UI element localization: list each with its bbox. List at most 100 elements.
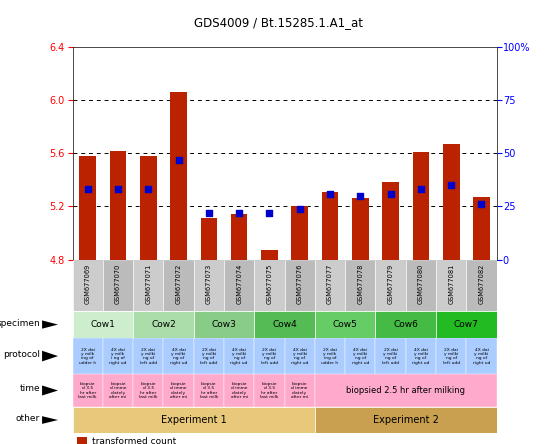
Bar	[133, 374, 163, 407]
Point	[325, 190, 334, 197]
Text: GSM677073: GSM677073	[206, 264, 212, 305]
Text: GDS4009 / Bt.15285.1.A1_at: GDS4009 / Bt.15285.1.A1_at	[195, 16, 363, 28]
Text: GSM677082: GSM677082	[478, 264, 484, 305]
Text: GSM677078: GSM677078	[357, 264, 363, 305]
Point	[416, 186, 425, 193]
Text: GSM677072: GSM677072	[176, 264, 181, 305]
Text: GSM677080: GSM677080	[418, 264, 424, 305]
Point	[265, 209, 274, 216]
Text: 2X dai
y milki
ng of
left udd: 2X dai y milki ng of left udd	[200, 348, 218, 365]
Bar	[473, 197, 490, 260]
Text: Cow4: Cow4	[272, 320, 297, 329]
Text: GSM677077: GSM677077	[327, 264, 333, 305]
Bar	[194, 374, 224, 407]
Text: GSM677074: GSM677074	[236, 264, 242, 305]
Bar	[466, 260, 497, 311]
Bar	[224, 374, 254, 407]
Text: GSM677076: GSM677076	[297, 264, 303, 305]
Text: biopsie
d imme
diately
after mi: biopsie d imme diately after mi	[170, 382, 187, 399]
Bar	[73, 260, 103, 311]
Bar	[254, 260, 285, 311]
Polygon shape	[42, 416, 58, 424]
Text: biopsie
d imme
diately
after mi: biopsie d imme diately after mi	[291, 382, 308, 399]
Point	[477, 201, 486, 208]
Text: Cow3: Cow3	[211, 320, 237, 329]
Text: specimen: specimen	[0, 319, 40, 328]
Text: GSM677081: GSM677081	[448, 264, 454, 305]
Bar	[254, 338, 285, 374]
Bar	[224, 338, 254, 374]
Text: biopsie
d imme
diately
after mi: biopsie d imme diately after mi	[109, 382, 127, 399]
Bar	[163, 374, 194, 407]
Bar	[406, 260, 436, 311]
Text: protocol: protocol	[3, 350, 40, 359]
Bar	[376, 338, 406, 374]
Text: biopsie
d 3.5
hr after
last milk: biopsie d 3.5 hr after last milk	[260, 382, 278, 399]
Bar	[231, 214, 247, 260]
Point	[83, 186, 92, 193]
Bar	[133, 311, 194, 338]
Text: other: other	[16, 414, 40, 423]
Bar	[321, 192, 338, 260]
Bar	[79, 156, 96, 260]
Bar	[345, 338, 376, 374]
Text: Cow5: Cow5	[333, 320, 358, 329]
Text: 2X dai
y milki
ng of
left udd: 2X dai y milki ng of left udd	[442, 348, 460, 365]
Bar	[382, 182, 399, 260]
Bar	[103, 338, 133, 374]
Bar	[133, 260, 163, 311]
Bar	[73, 311, 133, 338]
Bar	[315, 374, 497, 407]
Bar	[194, 260, 224, 311]
Point	[356, 192, 365, 199]
Text: biopsie
d 3.5
hr after
last milk: biopsie d 3.5 hr after last milk	[79, 382, 97, 399]
Text: GSM677075: GSM677075	[266, 264, 272, 305]
Bar	[103, 374, 133, 407]
Text: GSM677079: GSM677079	[388, 264, 393, 305]
Point	[113, 186, 122, 193]
Text: transformed count: transformed count	[92, 437, 176, 444]
Bar	[315, 407, 497, 433]
Bar	[73, 374, 103, 407]
Text: GSM677069: GSM677069	[85, 264, 91, 305]
Text: biopsie
d 3.5
hr after
last milk: biopsie d 3.5 hr after last milk	[200, 382, 218, 399]
Text: 4X dai
y milki
ng of
right ud: 4X dai y milki ng of right ud	[230, 348, 248, 365]
Point	[235, 209, 244, 216]
Bar	[194, 338, 224, 374]
Bar	[103, 260, 133, 311]
Text: Cow1: Cow1	[90, 320, 116, 329]
Point	[144, 186, 153, 193]
Bar	[163, 338, 194, 374]
Bar	[224, 260, 254, 311]
Text: 4X dai
y milk
i ng of
right ud: 4X dai y milk i ng of right ud	[109, 348, 127, 365]
Text: 4X dai
y milki
ng of
right ud: 4X dai y milki ng of right ud	[291, 348, 309, 365]
Text: 2X dai
y milk
ing of
udder h: 2X dai y milk ing of udder h	[79, 348, 96, 365]
Point	[204, 209, 213, 216]
Bar	[73, 338, 103, 374]
Bar	[163, 260, 194, 311]
Bar	[254, 374, 285, 407]
Text: GSM677070: GSM677070	[115, 264, 121, 305]
Polygon shape	[42, 351, 58, 361]
Bar	[466, 338, 497, 374]
Text: 2X dai
y milki
ng of
left udd: 2X dai y milki ng of left udd	[140, 348, 157, 365]
Text: Experiment 1: Experiment 1	[161, 415, 227, 425]
Bar	[436, 311, 497, 338]
Bar	[254, 311, 315, 338]
Text: Experiment 2: Experiment 2	[373, 415, 439, 425]
Bar	[376, 260, 406, 311]
Bar	[194, 311, 254, 338]
Bar	[285, 338, 315, 374]
Bar	[315, 260, 345, 311]
Bar	[352, 198, 369, 260]
Polygon shape	[42, 385, 58, 396]
Bar	[140, 156, 157, 260]
Bar	[73, 407, 315, 433]
Bar	[406, 338, 436, 374]
Point	[174, 156, 183, 163]
Text: Cow6: Cow6	[393, 320, 418, 329]
Text: 4X dai
y milki
ng of
right ud: 4X dai y milki ng of right ud	[352, 348, 369, 365]
Bar	[412, 152, 429, 260]
Point	[386, 190, 395, 197]
Text: GSM677071: GSM677071	[145, 264, 151, 305]
